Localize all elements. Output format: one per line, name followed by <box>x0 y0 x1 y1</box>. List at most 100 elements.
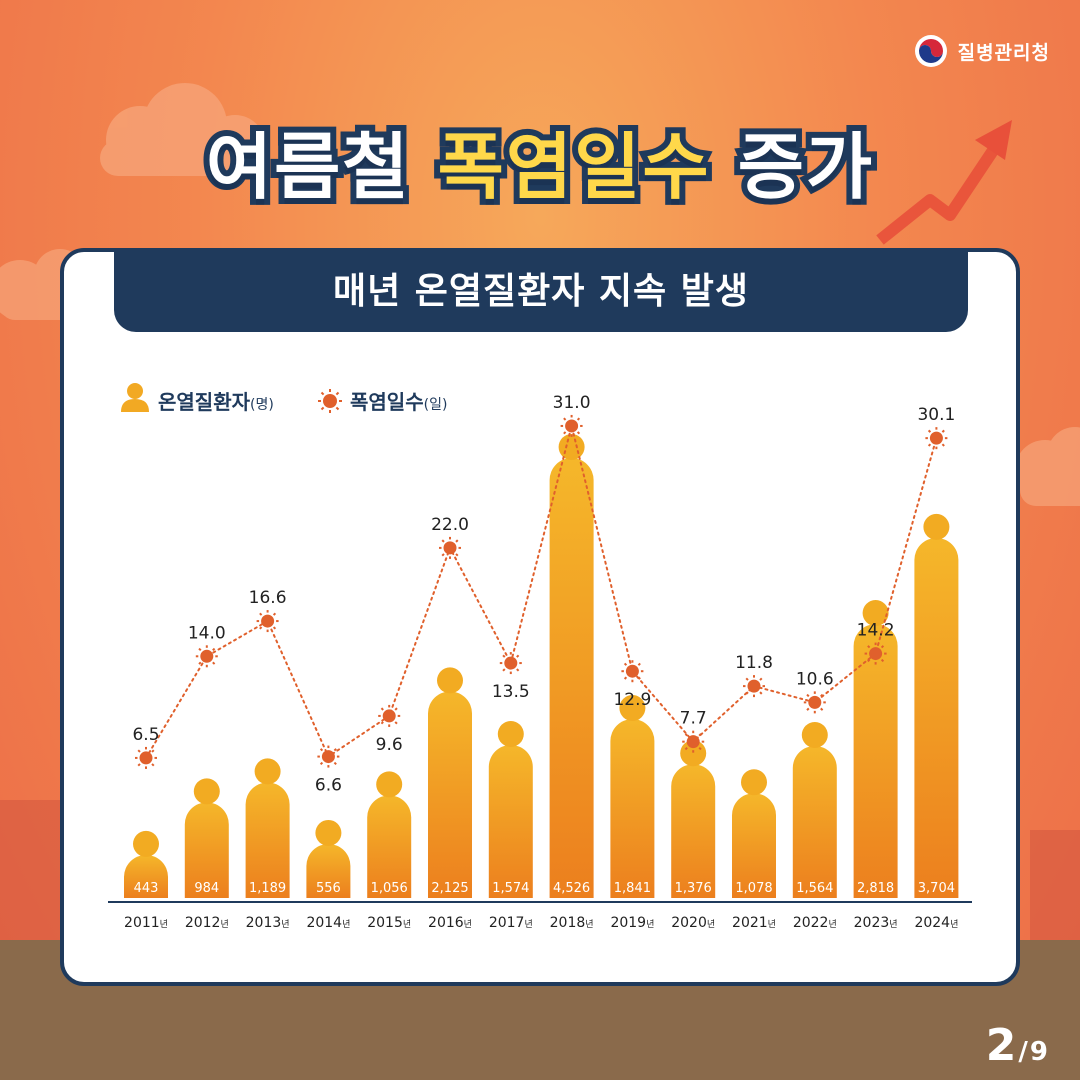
bar-person: 1,574 <box>488 720 533 898</box>
sun-marker <box>864 642 887 665</box>
x-tick-label: 2015년 <box>367 915 411 931</box>
sun-marker <box>560 414 583 437</box>
bar-person: 984 <box>184 778 229 898</box>
sun-marker <box>195 645 218 668</box>
cloud-icon <box>100 83 265 176</box>
bar-head <box>923 513 950 540</box>
heatdays-value-label: 14.2 <box>857 621 895 641</box>
bar <box>488 744 533 898</box>
bar-head <box>680 740 707 767</box>
x-tick-label: 2024년 <box>914 915 958 931</box>
bar <box>306 843 351 898</box>
x-tick-label: 2018년 <box>550 915 594 931</box>
heatdays-value-label: 12.9 <box>613 690 651 710</box>
bar-person: 3,704 <box>914 513 959 898</box>
bar-person: 1,564 <box>792 721 837 898</box>
heatdays-value-label: 6.6 <box>315 776 342 796</box>
legend: 온열질환자(명) 폭염일수(일) <box>121 383 447 414</box>
sun-marker <box>317 745 340 768</box>
korea-government-logo-icon <box>914 35 947 67</box>
sun-marker <box>925 427 948 450</box>
x-tick-label: 2017년 <box>489 915 533 931</box>
sun-marker <box>256 610 279 633</box>
heatdays-value-label: 11.8 <box>735 653 773 673</box>
heatdays-value-label: 10.6 <box>796 669 834 689</box>
page-current: 2 <box>985 1020 1017 1071</box>
bar <box>671 764 716 898</box>
bar-person: 556 <box>306 819 351 898</box>
bar-head <box>254 758 281 785</box>
bar-value-label: 2,125 <box>431 881 468 896</box>
building-icon <box>0 800 1080 940</box>
page-title: 여름철 폭염일수 증가 <box>0 108 1080 215</box>
bar <box>732 793 776 898</box>
heatdays-value-label: 14.0 <box>188 623 226 643</box>
bar <box>184 802 229 898</box>
bar <box>914 537 959 898</box>
bar-head <box>801 721 828 748</box>
bar-value-label: 1,078 <box>735 881 772 896</box>
sun-marker <box>499 652 522 675</box>
bar-value-label: 1,056 <box>371 881 408 896</box>
bar-value-label: 3,704 <box>918 881 955 896</box>
legend-heatdays-label: 폭염일수 <box>350 390 424 414</box>
x-tick-label: 2019년 <box>610 915 654 931</box>
sun-icon <box>318 389 342 413</box>
cloud-icon <box>1015 427 1080 506</box>
svg-text:온열질환자(명): 온열질환자(명) <box>158 390 274 414</box>
legend-patients-label: 온열질환자 <box>158 390 251 414</box>
page-separator: / <box>1018 1037 1028 1067</box>
chart-banner: 매년 온열질환자 지속 발생 <box>114 252 968 332</box>
bar-value-label: 2,818 <box>857 881 894 896</box>
x-tick-label: 2016년 <box>428 915 472 931</box>
sun-marker <box>621 660 644 683</box>
bar-person: 2,125 <box>428 667 472 898</box>
heatdays-line <box>145 425 938 759</box>
org-logo: 질병관리청 <box>914 34 1050 68</box>
bar-head <box>619 695 646 722</box>
bar-value-label: 556 <box>316 881 341 896</box>
person-icon <box>121 383 149 412</box>
x-tick-label: 2012년 <box>185 915 229 931</box>
bar <box>853 624 898 898</box>
heatdays-value-label: 22.0 <box>431 515 469 535</box>
bar-head <box>497 720 524 747</box>
sun-marker <box>378 704 401 727</box>
heatdays-value-label: 30.1 <box>917 405 955 425</box>
bar-head <box>862 600 889 627</box>
sun-marker <box>439 536 461 559</box>
bar-value-label: 1,574 <box>492 881 529 896</box>
sun-marker <box>682 730 705 753</box>
bar-head <box>193 778 220 805</box>
bar-head <box>558 434 585 460</box>
bar-head <box>315 819 342 846</box>
page-total: 9 <box>1029 1037 1048 1067</box>
trend-arrow-head-icon <box>975 120 1012 160</box>
bar <box>124 854 168 898</box>
x-tick-label: 2013년 <box>246 915 290 931</box>
svg-text:폭염일수(일): 폭염일수(일) <box>350 390 447 414</box>
bar-value-label: 1,189 <box>249 881 286 896</box>
bar-person: 2,818 <box>853 600 898 898</box>
x-tick-label: 2021년 <box>732 915 776 931</box>
trend-arrow-icon <box>876 136 1005 245</box>
bar <box>428 691 472 898</box>
bar <box>367 795 412 898</box>
heatdays-value-label: 7.7 <box>680 709 707 729</box>
bar-value-label: 1,376 <box>675 881 712 896</box>
bar <box>610 719 655 898</box>
sun-marker <box>803 691 826 714</box>
title-part-heatdays: 폭염일수 <box>432 119 715 215</box>
legend-heatdays-unit: (일) <box>424 397 448 413</box>
legend-patients-unit: (명) <box>250 397 274 413</box>
bar-value-label: 1,564 <box>796 881 833 896</box>
bar <box>549 458 594 898</box>
x-tick-label: 2011년 <box>124 915 168 931</box>
bar-person: 1,189 <box>245 758 290 898</box>
heatdays-value-label: 13.5 <box>492 682 530 702</box>
heatdays-value-label: 6.5 <box>132 725 159 745</box>
x-tick-label: 2023년 <box>854 915 898 931</box>
bar-head <box>133 830 159 857</box>
bar-head <box>741 769 767 796</box>
